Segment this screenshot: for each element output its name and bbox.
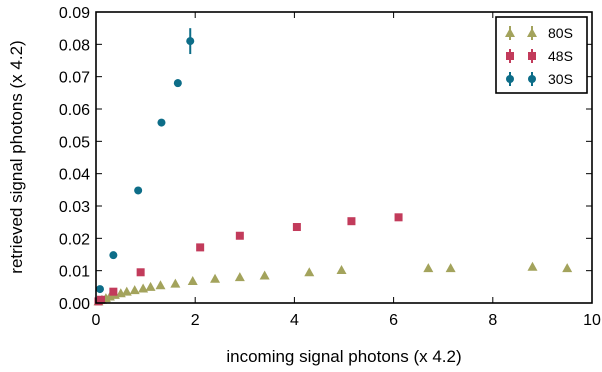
x-tick-label: 4 (290, 312, 299, 329)
y-tick-label: 0.00 (59, 296, 90, 313)
data-point (423, 263, 434, 273)
data-point (259, 270, 270, 280)
x-tick-label: 10 (583, 312, 601, 329)
legend-marker (506, 75, 514, 83)
y-tick-label: 0.01 (59, 264, 90, 281)
data-point (155, 280, 166, 290)
legend-label: 30S (548, 71, 573, 87)
x-tick-label: 8 (488, 312, 497, 329)
data-point (210, 273, 221, 283)
plot-frame (95, 11, 593, 304)
axis-ticks: 0 2 4 6 8 10 0.00 0.01 0.02 0.03 0.04 0.05 0.06 0.07 0… (59, 5, 601, 329)
data-point (138, 283, 149, 293)
data-point (170, 278, 181, 288)
legend-marker (528, 52, 536, 60)
data-point (157, 118, 166, 127)
data-point (186, 37, 195, 46)
y-tick-label: 0.08 (59, 37, 90, 54)
x-tick-label: 2 (191, 312, 200, 329)
legend-label: 48S (548, 48, 573, 64)
data-point (347, 217, 356, 226)
data-points (93, 28, 573, 306)
data-point (445, 263, 456, 273)
data-point (187, 276, 198, 286)
y-axis-label: retrieved signal photons (x 4.2) (7, 40, 26, 273)
legend-marker (527, 28, 537, 37)
series-triangle (93, 261, 573, 306)
data-point (95, 285, 104, 294)
y-tick-label: 0.03 (59, 199, 90, 216)
data-point (292, 223, 301, 232)
data-point (134, 186, 143, 195)
x-axis-label: incoming signal photons (x 4.2) (226, 347, 461, 366)
data-point (173, 79, 182, 88)
data-point (562, 263, 573, 273)
data-point (304, 267, 315, 277)
series-circle (95, 28, 195, 294)
data-point (121, 286, 132, 296)
legend-label: 80S (548, 25, 573, 41)
data-point (136, 268, 145, 277)
y-tick-label: 0.07 (59, 70, 90, 87)
data-point (109, 287, 118, 296)
data-point (129, 285, 140, 295)
y-tick-label: 0.05 (59, 134, 90, 151)
data-point (96, 295, 105, 304)
legend-marker (505, 28, 515, 37)
y-tick-label: 0.02 (59, 231, 90, 248)
data-point (235, 231, 244, 240)
data-point (234, 272, 245, 282)
data-point (145, 281, 156, 291)
data-point (527, 261, 538, 271)
legend: 80S 48S 30S (495, 16, 588, 94)
y-tick-label: 0.04 (59, 167, 90, 184)
x-tick-label: 0 (92, 312, 101, 329)
data-point (196, 243, 205, 252)
series-square (94, 213, 403, 306)
data-point (336, 265, 347, 275)
y-tick-label: 0.06 (59, 102, 90, 119)
data-point (109, 251, 118, 260)
y-tick-label: 0.09 (59, 5, 90, 22)
legend-marker (506, 52, 514, 60)
legend-marker (528, 75, 536, 83)
data-point (394, 213, 403, 222)
x-tick-label: 6 (389, 312, 398, 329)
